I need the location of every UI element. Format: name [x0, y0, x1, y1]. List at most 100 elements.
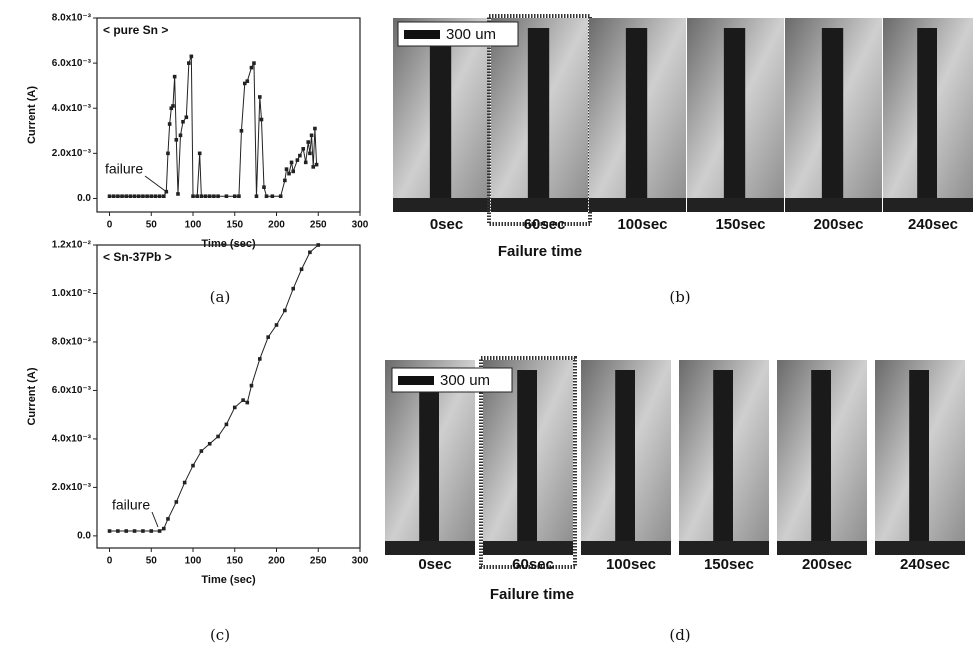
x-tick-label: 0 [107, 556, 113, 567]
x-tick-label: 150 [226, 220, 243, 231]
frame-label: 100sec [606, 556, 656, 573]
data-point [203, 194, 208, 199]
data-point [207, 441, 212, 446]
data-point [291, 286, 296, 291]
data-point [182, 480, 187, 485]
scale-bar-label: 300 um [446, 26, 496, 43]
scale-bar-label: 300 um [440, 372, 490, 389]
x-tick-label: 200 [268, 220, 285, 231]
panel-caption: (d) [669, 626, 690, 644]
data-point [295, 158, 300, 162]
data-point [303, 160, 308, 165]
data-point [189, 54, 194, 59]
annotation-arrow [144, 175, 169, 194]
data-point [191, 463, 195, 468]
data-point [124, 194, 129, 199]
data-point [153, 194, 158, 199]
image-dark-column [723, 28, 746, 212]
data-point [107, 194, 112, 199]
data-point [242, 81, 247, 86]
data-point [184, 115, 189, 120]
data-point [166, 151, 170, 156]
data-point [274, 323, 279, 327]
x-tick-label: 50 [146, 556, 158, 567]
data-point [111, 194, 116, 199]
highlight-label: Failure time [498, 243, 582, 260]
data-point [245, 400, 250, 405]
frame-label: 240sec [908, 216, 958, 233]
data-point [191, 194, 195, 199]
annotation: failure [112, 497, 150, 513]
data-point [270, 194, 275, 199]
data-point [116, 194, 120, 199]
data-point [314, 162, 319, 167]
y-tick-label: 6.0x10⁻³ [52, 385, 92, 396]
data-point [187, 61, 191, 65]
plot-frame [96, 244, 361, 549]
highlight-label: Failure time [490, 586, 574, 603]
image-dark-column [821, 28, 844, 212]
data-point [308, 151, 312, 156]
data-point [258, 357, 262, 361]
image-base [883, 198, 973, 212]
x-tick-label: 250 [310, 556, 327, 567]
image-dark-column [429, 28, 452, 212]
data-point [169, 106, 174, 111]
image-base [777, 541, 867, 555]
data-point [239, 128, 244, 133]
data-point [252, 61, 256, 65]
frame-label: 200sec [813, 216, 863, 233]
y-axis-title: Current (A) [26, 86, 38, 144]
y-tick-label: 4.0x10⁻³ [52, 103, 92, 114]
y-tick-label: 6.0x10⁻³ [52, 58, 92, 69]
image-dark-column [625, 28, 648, 212]
x-tick-label: 150 [226, 556, 243, 567]
scale-bar-box [397, 21, 519, 47]
y-tick-label: 2.0x10⁻³ [52, 482, 92, 493]
data-point [166, 517, 170, 521]
data-point [145, 194, 149, 199]
data-point [264, 194, 269, 199]
data-point [124, 529, 129, 533]
panel-title: < pure Sn > [103, 23, 168, 37]
data-point [197, 151, 202, 156]
y-tick-label: 0.0 [77, 193, 91, 204]
data-point [212, 194, 216, 199]
data-point [249, 65, 254, 70]
data-point [245, 79, 250, 83]
image-base [393, 198, 490, 212]
data-point [299, 267, 304, 272]
image-base [385, 541, 475, 555]
y-tick-label: 0.0 [77, 531, 91, 542]
image-dark-column [713, 370, 733, 555]
y-tick-label: 8.0x10⁻³ [52, 13, 92, 24]
x-axis-title: Time (sec) [201, 574, 256, 586]
plot-frame [96, 17, 361, 213]
data-point [284, 167, 289, 171]
annotation: failure [105, 161, 143, 177]
data-point [278, 194, 283, 199]
frame-label: 0sec [430, 216, 463, 233]
data-point [171, 104, 175, 108]
data-point [149, 529, 154, 533]
data-point [259, 117, 264, 122]
image-dark-column [615, 370, 635, 555]
data-point [178, 133, 183, 138]
data-point [195, 194, 199, 199]
x-tick-label: 100 [185, 220, 202, 231]
frame-label: 100sec [617, 216, 667, 233]
data-point [232, 194, 237, 199]
image-base [785, 198, 882, 212]
data-point [241, 398, 245, 402]
image-base [875, 541, 965, 555]
data-point [309, 133, 314, 138]
image-dark-column [517, 370, 537, 555]
image-base [679, 541, 769, 555]
data-point [306, 140, 311, 144]
data-point [289, 160, 294, 165]
data-point [157, 194, 162, 199]
frame-label: 240sec [900, 556, 950, 573]
frame-label: 0sec [418, 556, 451, 573]
data-point [120, 194, 124, 199]
image-base [483, 541, 573, 555]
